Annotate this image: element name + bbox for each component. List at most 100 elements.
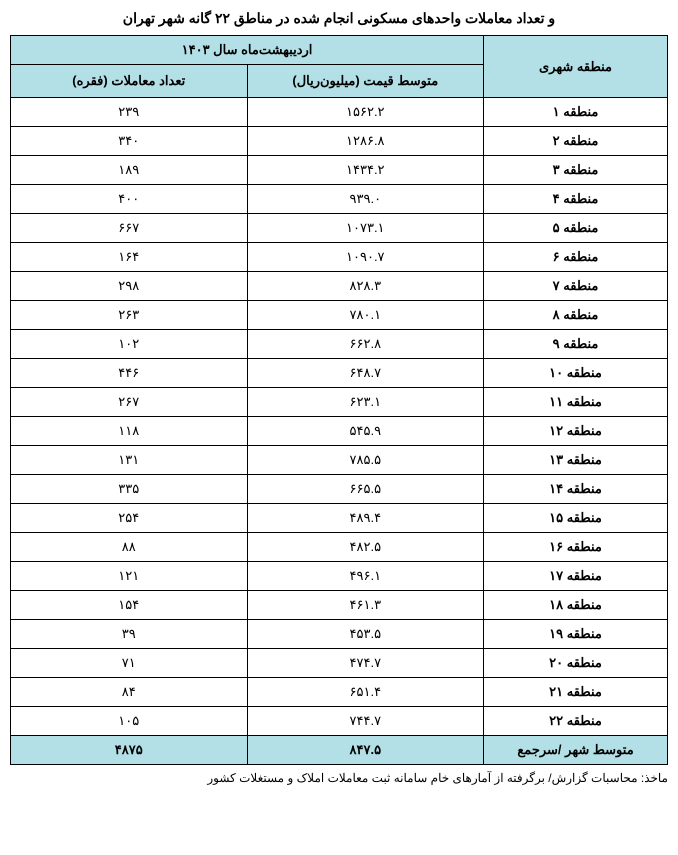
price-cell: ۸۲۸.۳ (247, 272, 484, 301)
count-cell: ۱۶۴ (11, 243, 248, 272)
source-note: ماخذ: محاسبات گزارش/ برگرفته از آمارهای … (10, 771, 668, 785)
price-cell: ۶۲۳.۱ (247, 388, 484, 417)
price-cell: ۶۵۱.۴ (247, 678, 484, 707)
count-cell: ۲۶۳ (11, 301, 248, 330)
count-cell: ۷۱ (11, 649, 248, 678)
table-row: منطقه ۱۷۴۹۶.۱۱۲۱ (11, 562, 668, 591)
total-price-cell: ۸۴۷.۵ (247, 736, 484, 765)
district-cell: منطقه ۵ (484, 214, 668, 243)
header-avg-price: متوسط قیمت (میلیون‌ریال) (247, 65, 484, 98)
price-cell: ۴۸۹.۴ (247, 504, 484, 533)
district-cell: منطقه ۲۱ (484, 678, 668, 707)
price-cell: ۱۰۷۳.۱ (247, 214, 484, 243)
count-cell: ۴۴۶ (11, 359, 248, 388)
price-cell: ۷۸۵.۵ (247, 446, 484, 475)
district-cell: منطقه ۹ (484, 330, 668, 359)
table-body: منطقه ۱۱۵۶۲.۲۲۳۹منطقه ۲۱۲۸۶.۸۳۴۰منطقه ۳۱… (11, 98, 668, 765)
table-row: منطقه ۱۶۴۸۲.۵۸۸ (11, 533, 668, 562)
count-cell: ۱۸۹ (11, 156, 248, 185)
price-cell: ۱۲۸۶.۸ (247, 127, 484, 156)
count-cell: ۲۳۹ (11, 98, 248, 127)
district-cell: منطقه ۱۵ (484, 504, 668, 533)
table-row: منطقه ۹۶۶۲.۸۱۰۲ (11, 330, 668, 359)
transactions-table: منطقه شهری اردیبهشت‌ماه سال ۱۴۰۳ متوسط ق… (10, 35, 668, 765)
count-cell: ۳۴۰ (11, 127, 248, 156)
count-cell: ۲۶۷ (11, 388, 248, 417)
table-row: منطقه ۷۸۲۸.۳۲۹۸ (11, 272, 668, 301)
district-cell: منطقه ۱ (484, 98, 668, 127)
price-cell: ۴۸۲.۵ (247, 533, 484, 562)
count-cell: ۱۵۴ (11, 591, 248, 620)
table-row: منطقه ۱۱۵۶۲.۲۲۳۹ (11, 98, 668, 127)
table-row: منطقه ۲۱۶۵۱.۴۸۴ (11, 678, 668, 707)
table-row: منطقه ۲۲۷۴۴.۷۱۰۵ (11, 707, 668, 736)
price-cell: ۶۴۸.۷ (247, 359, 484, 388)
price-cell: ۹۳۹.۰ (247, 185, 484, 214)
total-row: متوسط شهر /سرجمع۸۴۷.۵۴۸۷۵ (11, 736, 668, 765)
count-cell: ۸۸ (11, 533, 248, 562)
price-cell: ۱۰۹۰.۷ (247, 243, 484, 272)
total-count-cell: ۴۸۷۵ (11, 736, 248, 765)
table-row: منطقه ۱۸۴۶۱.۳۱۵۴ (11, 591, 668, 620)
table-row: منطقه ۱۵۴۸۹.۴۲۵۴ (11, 504, 668, 533)
header-count: تعداد معاملات (فقره) (11, 65, 248, 98)
district-cell: منطقه ۲ (484, 127, 668, 156)
table-row: منطقه ۱۳۷۸۵.۵۱۳۱ (11, 446, 668, 475)
count-cell: ۱۰۲ (11, 330, 248, 359)
district-cell: منطقه ۶ (484, 243, 668, 272)
price-cell: ۵۴۵.۹ (247, 417, 484, 446)
district-cell: منطقه ۱۷ (484, 562, 668, 591)
count-cell: ۱۳۱ (11, 446, 248, 475)
district-cell: منطقه ۱۳ (484, 446, 668, 475)
table-row: منطقه ۲۱۲۸۶.۸۳۴۰ (11, 127, 668, 156)
count-cell: ۳۹ (11, 620, 248, 649)
table-row: منطقه ۱۱۶۲۳.۱۲۶۷ (11, 388, 668, 417)
district-cell: منطقه ۱۱ (484, 388, 668, 417)
table-row: منطقه ۱۹۴۵۳.۵۳۹ (11, 620, 668, 649)
total-district-cell: متوسط شهر /سرجمع (484, 736, 668, 765)
district-cell: منطقه ۴ (484, 185, 668, 214)
count-cell: ۳۳۵ (11, 475, 248, 504)
count-cell: ۲۵۴ (11, 504, 248, 533)
table-row: منطقه ۱۴۶۶۵.۵۳۳۵ (11, 475, 668, 504)
district-cell: منطقه ۳ (484, 156, 668, 185)
count-cell: ۶۶۷ (11, 214, 248, 243)
table-row: منطقه ۶۱۰۹۰.۷۱۶۴ (11, 243, 668, 272)
price-cell: ۱۴۳۴.۲ (247, 156, 484, 185)
price-cell: ۴۵۳.۵ (247, 620, 484, 649)
table-row: منطقه ۳۱۴۳۴.۲۱۸۹ (11, 156, 668, 185)
count-cell: ۴۰۰ (11, 185, 248, 214)
table-row: منطقه ۵۱۰۷۳.۱۶۶۷ (11, 214, 668, 243)
district-cell: منطقه ۱۹ (484, 620, 668, 649)
district-cell: منطقه ۷ (484, 272, 668, 301)
header-district: منطقه شهری (484, 36, 668, 98)
district-cell: منطقه ۱۰ (484, 359, 668, 388)
table-title: و تعداد معاملات واحدهای مسکونی انجام شده… (10, 10, 668, 27)
table-row: منطقه ۱۲۵۴۵.۹۱۱۸ (11, 417, 668, 446)
table-row: منطقه ۱۰۶۴۸.۷۴۴۶ (11, 359, 668, 388)
table-row: منطقه ۸۷۸۰.۱۲۶۳ (11, 301, 668, 330)
price-cell: ۷۸۰.۱ (247, 301, 484, 330)
table-row: منطقه ۲۰۴۷۴.۷۷۱ (11, 649, 668, 678)
district-cell: منطقه ۲۰ (484, 649, 668, 678)
district-cell: منطقه ۱۴ (484, 475, 668, 504)
count-cell: ۱۱۸ (11, 417, 248, 446)
district-cell: منطقه ۱۶ (484, 533, 668, 562)
count-cell: ۱۰۵ (11, 707, 248, 736)
count-cell: ۲۹۸ (11, 272, 248, 301)
price-cell: ۶۶۵.۵ (247, 475, 484, 504)
district-cell: منطقه ۱۸ (484, 591, 668, 620)
table-row: منطقه ۴۹۳۹.۰۴۰۰ (11, 185, 668, 214)
count-cell: ۱۲۱ (11, 562, 248, 591)
district-cell: منطقه ۱۲ (484, 417, 668, 446)
count-cell: ۸۴ (11, 678, 248, 707)
price-cell: ۴۷۴.۷ (247, 649, 484, 678)
price-cell: ۴۶۱.۳ (247, 591, 484, 620)
price-cell: ۷۴۴.۷ (247, 707, 484, 736)
price-cell: ۱۵۶۲.۲ (247, 98, 484, 127)
price-cell: ۶۶۲.۸ (247, 330, 484, 359)
district-cell: منطقه ۸ (484, 301, 668, 330)
district-cell: منطقه ۲۲ (484, 707, 668, 736)
header-period: اردیبهشت‌ماه سال ۱۴۰۳ (11, 36, 484, 65)
price-cell: ۴۹۶.۱ (247, 562, 484, 591)
